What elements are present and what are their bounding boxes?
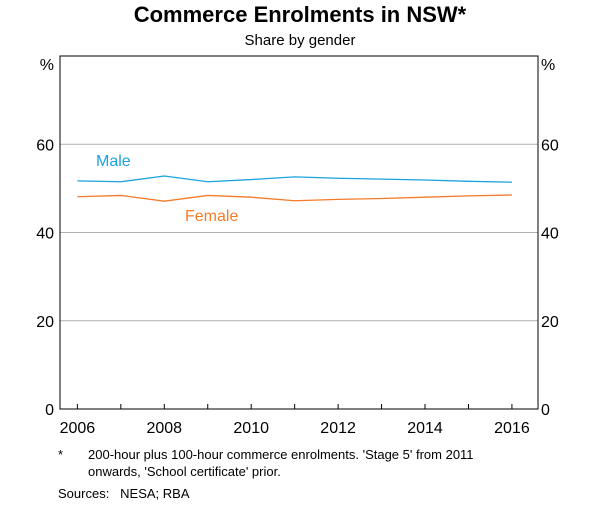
y-tick-label-right: 60 [541,137,559,154]
chart-subtitle: Share by gender [244,32,356,49]
y-tick-label-right: 0 [541,402,550,419]
plot-frame [59,55,539,410]
x-tick-label: 2016 [494,420,530,437]
x-tick-label: 2008 [146,420,182,437]
x-tick-label: 2010 [233,420,269,437]
footnote-marker: * [58,447,64,462]
y-tick-label-left: 0 [45,402,54,419]
y-tick-label-left: 60 [36,137,54,154]
footnote-line1: 200-hour plus 100-hour commerce enrolmen… [88,447,474,462]
y-tick-label-right: 20 [541,314,559,331]
series-line-male [77,175,512,183]
y-tick-label-left: 20 [36,314,54,331]
y-axis-unit-right: % [541,57,555,74]
x-tick-label: 2014 [407,420,443,437]
series-label-female: Female [185,208,238,225]
chart-title: Commerce Enrolments in NSW* [133,2,467,27]
x-tick-label: 2006 [60,420,96,437]
y-tick-label-left: 40 [36,226,54,243]
y-tick-label-right: 40 [541,226,559,243]
y-axis-unit-left: % [40,57,54,74]
sources: Sources: NESA; RBA [58,486,190,501]
series-line-female [77,194,512,202]
series-label-male: Male [96,153,131,170]
footnote-line2: onwards, 'School certificate' prior. [88,464,281,479]
x-tick-label: 2012 [320,420,356,437]
